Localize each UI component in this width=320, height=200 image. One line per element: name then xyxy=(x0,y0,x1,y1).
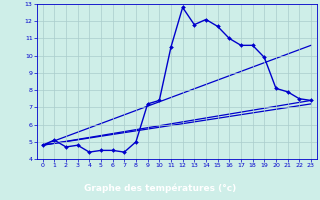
Text: Graphe des températures (°c): Graphe des températures (°c) xyxy=(84,184,236,193)
